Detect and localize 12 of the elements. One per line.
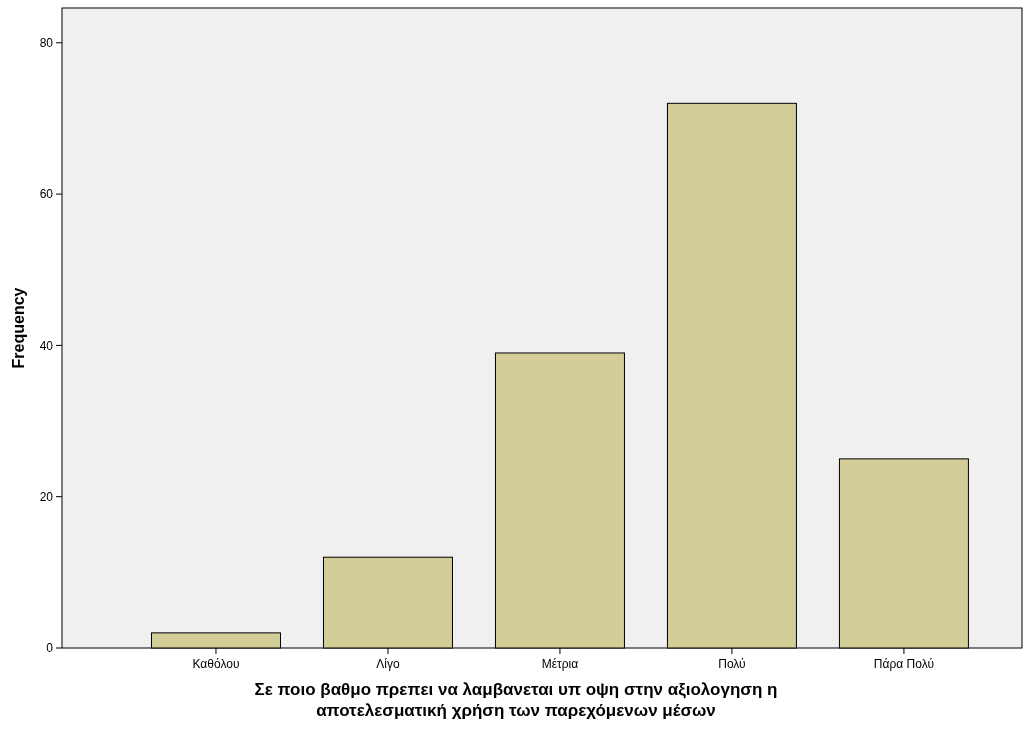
x-tick-label: Μέτρια — [541, 657, 579, 671]
y-axis-title: Frequency — [10, 287, 27, 369]
x-tick-label: Πολύ — [718, 657, 746, 671]
y-tick-label: 0 — [46, 641, 54, 656]
x-tick-label: Πάρα Πολύ — [873, 657, 934, 671]
y-tick-label: 80 — [39, 36, 54, 50]
x-axis-title: Σε ποιο βαθμο πρεπει να λαμβανεται υπ οψη στην αξιολογηση η αποτελεσματική χρήση των παρεχόμενων μέσων — [254, 680, 778, 720]
y-tick-label: 20 — [39, 489, 54, 504]
x-tick-label: Καθόλου — [192, 657, 240, 671]
y-tick-label: 60 — [39, 187, 54, 202]
x-tick-label: Λίγο — [376, 657, 400, 671]
y-tick-label: 40 — [39, 338, 54, 353]
